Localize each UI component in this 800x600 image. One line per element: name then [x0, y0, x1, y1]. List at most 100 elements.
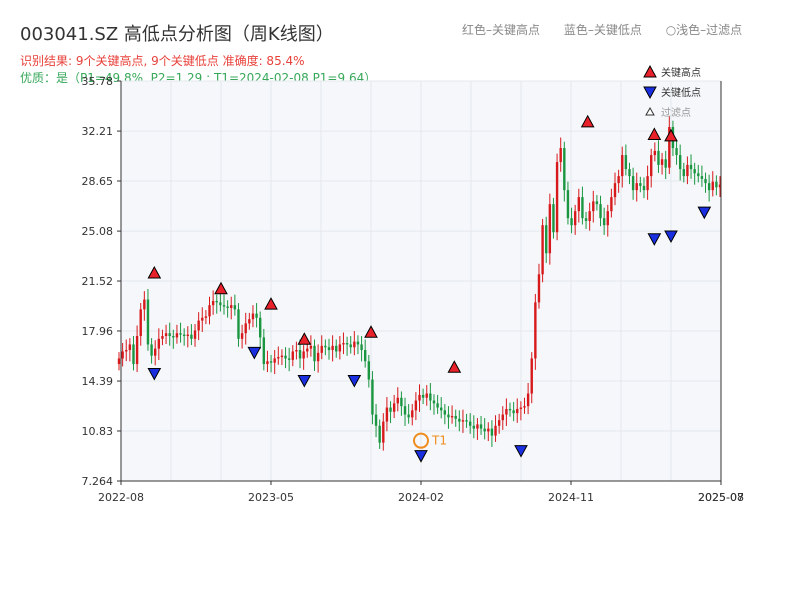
candle-body [523, 406, 526, 408]
candle-body [668, 127, 671, 168]
y-tick-label: 7.264 [82, 475, 114, 488]
key-high-marker [580, 114, 595, 128]
candle-body [186, 334, 189, 337]
candle-body [251, 313, 255, 320]
candle-body [443, 410, 447, 415]
candle-body [530, 358, 533, 394]
candle-body [468, 421, 472, 426]
candle-body [374, 414, 378, 426]
key-low-marker [414, 450, 428, 463]
candle-body [215, 300, 218, 303]
candle-body [258, 317, 262, 338]
candle-body [172, 336, 175, 338]
candle-body [211, 300, 215, 306]
candle-body [505, 408, 508, 415]
candle-body [335, 345, 338, 352]
candle-body [581, 197, 584, 219]
key-low-marker [647, 233, 662, 246]
candle-body [646, 176, 649, 191]
candle-body [204, 316, 208, 318]
candle-body [606, 211, 609, 226]
candle-body [516, 408, 519, 414]
candle-body [563, 148, 566, 191]
candle-body [624, 155, 628, 170]
candle-body [396, 397, 399, 404]
candle-body [146, 299, 150, 345]
candle-body [458, 418, 461, 422]
candle-body [255, 313, 258, 318]
y-tick-label: 14.39 [82, 375, 114, 388]
candle-body [718, 184, 722, 188]
candle-body [519, 407, 523, 409]
x-tick-label: 2022-08 [98, 491, 144, 504]
candle-body [617, 176, 620, 184]
candle-body [621, 155, 624, 177]
candle-body [306, 348, 309, 352]
candle-body [128, 344, 132, 351]
candle-body [631, 176, 635, 191]
key-high-marker [214, 281, 228, 295]
candle-body [693, 169, 696, 174]
legend-label: 过滤点 [661, 106, 691, 119]
candle-body [237, 309, 240, 339]
candle-body [363, 350, 367, 362]
candle-body [197, 320, 200, 331]
candle-body [269, 361, 273, 363]
candle-body [367, 361, 371, 380]
candle-body [378, 425, 381, 443]
candle-body [226, 306, 229, 308]
candle-body [208, 305, 211, 317]
header-legend-filtered: ○浅色–过滤点 [665, 23, 743, 37]
candle-body [157, 338, 161, 349]
candle-body [570, 218, 573, 226]
result-summary: 识别结果: 9个关键高点, 9个关键低点 准确度: 85.4% [20, 54, 305, 68]
header-legend-high: 红色–关键高点 [462, 23, 541, 37]
candle-body [201, 317, 204, 321]
x-tick-label: 2023-05 [248, 491, 294, 504]
candle-body [411, 410, 414, 418]
candle-body [117, 358, 121, 365]
candle-body [135, 336, 139, 365]
candle-body [653, 150, 657, 156]
candle-body [164, 333, 168, 337]
candle-body [490, 428, 494, 436]
candle-body [193, 330, 197, 339]
candle-body [266, 361, 269, 365]
candle-body [219, 302, 222, 306]
candle-body [613, 183, 617, 198]
x-tick-label: 2024-02 [398, 491, 444, 504]
candle-body [494, 425, 497, 436]
legend-filtered-icon [645, 106, 655, 116]
candle-body [584, 218, 588, 221]
candle-body [537, 274, 541, 303]
candle-body [277, 357, 280, 359]
candle-body [324, 345, 327, 348]
t1-label: T1 [431, 434, 447, 448]
candle-body [248, 319, 251, 324]
key-low-marker [347, 374, 362, 388]
candle-body [465, 420, 468, 422]
candle-body [284, 355, 287, 359]
key-low-marker [147, 367, 162, 381]
legend-label: 关键高点 [661, 66, 701, 79]
candle-body [697, 173, 700, 177]
header-legend-low: 蓝色–关键低点 [563, 23, 642, 37]
candle-body [472, 425, 476, 429]
candle-body [436, 403, 439, 408]
candle-body [331, 345, 334, 351]
candle-body [244, 323, 247, 334]
candle-body [421, 394, 425, 398]
candle-body [512, 410, 515, 414]
key-low-marker [664, 230, 678, 244]
candle-body [715, 181, 718, 188]
candle-body [497, 420, 501, 426]
candle-body [280, 355, 284, 358]
candle-body [534, 302, 537, 359]
candle-body [479, 424, 483, 429]
y-tick-label: 21.52 [82, 275, 114, 288]
candle-body [508, 408, 512, 411]
candle-body [675, 148, 678, 156]
candle-body [602, 218, 606, 226]
candle-body [707, 183, 711, 191]
candle-body [552, 204, 555, 233]
